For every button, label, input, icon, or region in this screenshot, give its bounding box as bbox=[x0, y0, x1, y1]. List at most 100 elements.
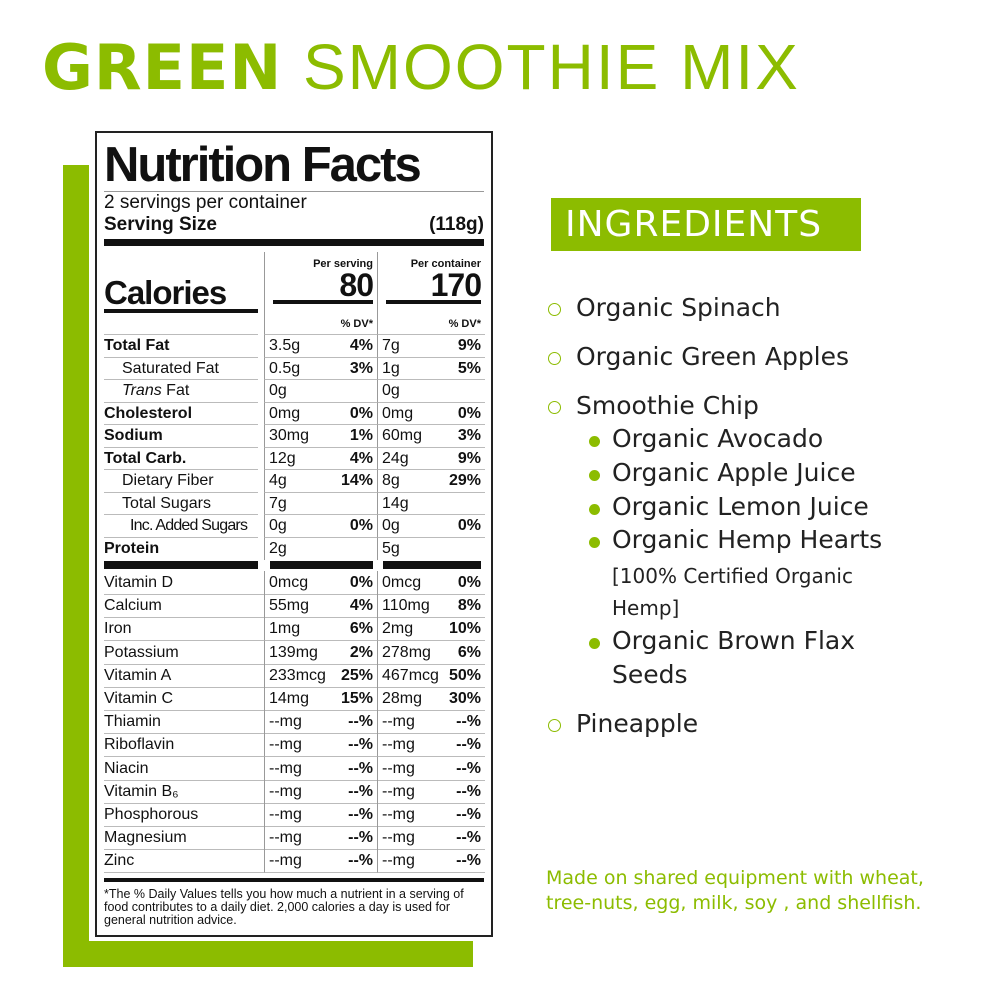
amount: --mg bbox=[382, 805, 415, 823]
per-serving-value: 7g bbox=[264, 491, 377, 515]
daily-value: 0% bbox=[457, 574, 481, 591]
daily-value: --% bbox=[456, 805, 481, 823]
daily-value: 1% bbox=[349, 427, 373, 444]
per-container-value: 2mg 10% bbox=[377, 617, 485, 642]
daily-value: --% bbox=[348, 713, 373, 731]
nutrient-row: Trans Fat 0g 0g bbox=[104, 379, 485, 402]
per-container-value: --mg --% bbox=[377, 802, 485, 827]
nutrient-name: Thiamin bbox=[104, 710, 264, 735]
amount: 30mg bbox=[269, 427, 310, 444]
daily-value: 9% bbox=[457, 337, 481, 354]
nutrient-row: Phosphorous --mg --% --mg --% bbox=[104, 802, 485, 827]
per-serving-value: 4g 14% bbox=[264, 469, 377, 492]
ingredient-item: Pineapple bbox=[576, 709, 699, 738]
per-container-value: 8g 29% bbox=[377, 469, 485, 492]
daily-value: 0% bbox=[457, 517, 481, 534]
daily-value: 30% bbox=[448, 689, 481, 707]
per-serving-value: 30mg 1% bbox=[264, 424, 377, 447]
per-container-value: 28mg 30% bbox=[377, 686, 485, 711]
bullet-icon bbox=[548, 352, 561, 365]
nutrient-row: Iron 1mg 6% 2mg 10% bbox=[104, 617, 485, 642]
per-serving-value: --mg --% bbox=[264, 710, 377, 735]
per-serving-value: --mg --% bbox=[264, 849, 377, 874]
serving-size-label: Serving Size bbox=[104, 214, 217, 235]
amount: --mg bbox=[382, 713, 415, 731]
bullet-icon bbox=[589, 504, 600, 515]
daily-value: --% bbox=[456, 782, 481, 800]
nutrient-name: Vitamin B₆ bbox=[104, 780, 264, 804]
sub-ingredient-item: Organic Brown Flax bbox=[612, 626, 856, 655]
servings-per-container: 2 servings per container bbox=[104, 192, 307, 213]
bullet-icon bbox=[589, 638, 600, 649]
calories-label: Calories bbox=[104, 252, 258, 313]
daily-value: 4% bbox=[349, 337, 373, 354]
ingredient-item: Smoothie Chip bbox=[576, 391, 759, 420]
daily-value: --% bbox=[456, 759, 481, 777]
nutrient-name: Phosphorous bbox=[104, 803, 264, 827]
daily-value: --% bbox=[348, 805, 373, 823]
amount: 8g bbox=[382, 472, 400, 489]
page-title: GREEN SMOOTHIE MIX bbox=[42, 30, 800, 104]
bullet-icon bbox=[589, 537, 600, 548]
per-container-value: --mg --% bbox=[377, 779, 485, 804]
nutrient-row: Dietary Fiber 4g 14% 8g 29% bbox=[104, 469, 485, 492]
bullet-icon bbox=[589, 436, 600, 447]
amount: 0g bbox=[382, 517, 400, 534]
nutrient-name: Niacin bbox=[104, 757, 264, 781]
nutrition-facts-title: Nutrition Facts bbox=[104, 138, 422, 192]
per-container-value: 5g bbox=[377, 536, 485, 560]
amount: 12g bbox=[269, 449, 296, 467]
amount: 24g bbox=[382, 449, 409, 467]
per-serving-value: --mg --% bbox=[264, 826, 377, 851]
amount: 7g bbox=[269, 494, 287, 512]
per-container-value: 24g 9% bbox=[377, 446, 485, 470]
per-serving-value: 233mcg 25% bbox=[264, 663, 377, 688]
amount: 2mg bbox=[382, 620, 414, 638]
amount: 7g bbox=[382, 337, 400, 354]
per-container-value: 60mg 3% bbox=[377, 424, 485, 447]
amount: 4g bbox=[269, 472, 287, 489]
per-container-value: --mg --% bbox=[377, 733, 485, 758]
amount: 0mcg bbox=[382, 574, 422, 591]
amount: 1g bbox=[382, 359, 400, 377]
amount: 0mcg bbox=[269, 574, 309, 591]
per-serving-value: --mg --% bbox=[264, 779, 377, 804]
amount: --mg bbox=[382, 829, 415, 847]
calories-per-serving: 80 bbox=[273, 269, 374, 304]
decorative-bar-bottom bbox=[63, 941, 473, 967]
per-container-value: 0g 0% bbox=[377, 514, 485, 537]
daily-value: 9% bbox=[457, 449, 481, 467]
per-serving-value: 0g 0% bbox=[264, 514, 377, 537]
nutrient-name: Magnesium bbox=[104, 826, 264, 851]
amount: --mg bbox=[382, 782, 415, 800]
nutrient-row: Sodium 30mg 1% 60mg 3% bbox=[104, 424, 485, 447]
daily-value: 29% bbox=[448, 472, 481, 489]
nutrient-name: Potassium bbox=[104, 641, 264, 665]
daily-value: --% bbox=[348, 736, 373, 754]
daily-value: 0% bbox=[349, 574, 373, 591]
nutrient-row: Total Carb. 12g 4% 24g 9% bbox=[104, 446, 485, 470]
bullet-icon bbox=[548, 719, 561, 732]
per-serving-value: 14mg 15% bbox=[264, 686, 377, 711]
amount: --mg bbox=[269, 829, 302, 847]
nutrient-row: Saturated Fat 0.5g 3% 1g 5% bbox=[104, 356, 485, 380]
amount: 14g bbox=[382, 494, 409, 512]
daily-value: 3% bbox=[349, 359, 373, 377]
amount: --mg bbox=[269, 782, 302, 800]
calories-per-container: 170 bbox=[386, 269, 482, 304]
daily-value: 0% bbox=[349, 517, 373, 534]
per-container-value: --mg --% bbox=[377, 849, 485, 874]
nutrient-name: Protein bbox=[104, 536, 258, 560]
dv-header: % DV* bbox=[264, 313, 377, 334]
nutrient-name: Total Sugars bbox=[104, 491, 258, 515]
per-serving-value: 55mg 4% bbox=[264, 594, 377, 619]
per-serving-value: 0g bbox=[264, 379, 377, 402]
nutrient-row: Niacin --mg --% --mg --% bbox=[104, 756, 485, 781]
nutrient-row: Calcium 55mg 4% 110mg 8% bbox=[104, 594, 485, 619]
per-serving-value: 0mcg 0% bbox=[264, 571, 377, 595]
daily-value: 6% bbox=[349, 620, 373, 638]
nutrient-row: Zinc --mg --% --mg --% bbox=[104, 849, 485, 874]
bullet-icon bbox=[589, 470, 600, 481]
amount: --mg bbox=[269, 736, 302, 754]
dv-header: % DV* bbox=[377, 313, 485, 334]
